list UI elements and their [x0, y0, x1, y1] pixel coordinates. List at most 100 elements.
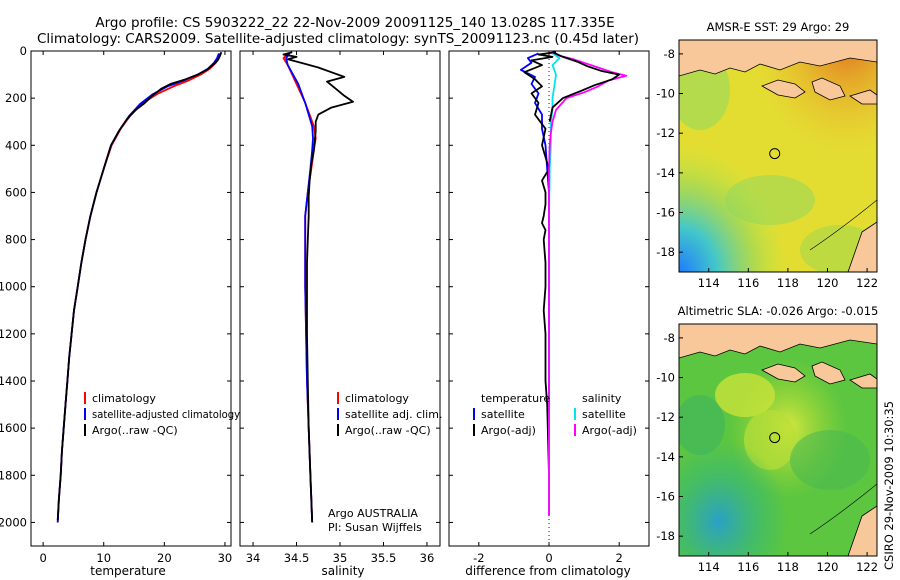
x-tick-label: 2 [616, 551, 623, 565]
y-tick-label: 1800 [0, 468, 27, 482]
sla-map-field [679, 324, 877, 556]
map-y-tick-label: -10 [656, 371, 675, 385]
sst-island-1 [761, 79, 806, 99]
sst-coast-java [679, 40, 877, 77]
salinity-legend: climatology satellite adj. clim. Argo(..… [337, 392, 442, 437]
temperature-xlabel: temperature [90, 564, 165, 578]
map-x-tick-label: 118 [777, 276, 799, 290]
series-line-argo [56, 51, 223, 521]
map-y-tick-label: -12 [656, 410, 675, 424]
sla-island-2 [811, 361, 846, 385]
map-y-tick-label: -16 [656, 490, 675, 504]
map-y-tick-label: -8 [664, 47, 675, 61]
map-y-tick-label: -18 [656, 529, 675, 543]
x-tick-label: 34.5 [284, 551, 310, 565]
series-line-salinity-argo-black [548, 51, 621, 122]
map-y-tick-label: -12 [656, 126, 675, 140]
sst-map-frame [678, 39, 878, 273]
y-tick-label: 2000 [0, 515, 27, 529]
sst-map-title: AMSR-E SST: 29 Argo: 29 [707, 20, 850, 34]
x-tick-label: 36 [420, 551, 435, 565]
sla-map-frame [678, 323, 878, 557]
legend-satellite-label: satellite adj. clim. [345, 408, 442, 421]
map-y-tick-label: -14 [656, 450, 675, 464]
y-tick-label: 200 [5, 91, 27, 105]
sla-coast-australia [847, 505, 877, 556]
x-tick-label: 0 [39, 551, 46, 565]
header-line-2: Climatology: CARS2009. Satellite-adjuste… [37, 31, 639, 47]
y-tick-label: 1400 [0, 374, 27, 388]
difference-legend-salinity: salinity satellite Argo(-adj) [574, 392, 637, 437]
difference-xlabel: difference from climatology [465, 564, 631, 578]
x-tick-label: 20 [157, 551, 172, 565]
sst-bathymetry-line [809, 199, 877, 251]
float-owner-label: Argo AUSTRALIA [328, 507, 418, 520]
float-pi-label: PI: Susan Wijffels [328, 521, 422, 534]
legend-sal-argo-label: Argo(-adj) [582, 424, 637, 437]
map-y-tick-label: -14 [656, 166, 675, 180]
x-tick-label: 35 [333, 551, 348, 565]
x-tick-label: 10 [96, 551, 111, 565]
y-tick-label: 1200 [0, 327, 27, 341]
legend-climatology-label: climatology [92, 392, 156, 405]
sla-argo-float-marker [769, 432, 781, 444]
x-tick-label: 0 [545, 551, 552, 565]
map-x-tick-label: 116 [737, 276, 759, 290]
map-y-tick-label: -8 [664, 331, 675, 345]
sst-island-3 [849, 89, 877, 105]
x-tick-label: 30 [218, 551, 233, 565]
sla-island-3 [849, 373, 877, 389]
salinity-axes-frame [239, 50, 441, 547]
legend-salinity-title: salinity [582, 392, 622, 405]
map-x-tick-label: 114 [698, 276, 720, 290]
legend-argo-label: Argo(..raw -QC) [92, 424, 178, 437]
map-y-tick-label: -18 [656, 245, 675, 259]
legend-temperature-title: temperature [481, 392, 550, 405]
map-x-tick-label: 114 [698, 560, 720, 574]
legend-argo-label: Argo(..raw -QC) [345, 424, 431, 437]
map-x-tick-label: 122 [856, 276, 878, 290]
y-tick-label: 600 [5, 185, 27, 199]
y-tick-label: 0 [20, 44, 27, 58]
map-x-tick-label: 120 [817, 276, 839, 290]
temperature-panel: 0 200 400 600 800 1000 1200 1400 1600 1800 2000 0 1… [0, 44, 240, 578]
sla-map-panel: Altimetric SLA: -0.026 Argo: -0.015 114 1… [656, 304, 878, 574]
y-tick-label: 400 [5, 138, 27, 152]
difference-legend-temperature: temperature satellite Argo(-adj) [473, 392, 550, 437]
legend-temp-argo-label: Argo(-adj) [481, 424, 536, 437]
y-tick-label: 1000 [0, 280, 27, 294]
sst-map-panel: AMSR-E SST: 29 Argo: 29 114 116 118 120 122 -… [656, 20, 878, 290]
header-line-1: Argo profile: CS 5903222_22 22-Nov-2009 … [95, 15, 614, 31]
map-x-tick-label: 118 [777, 560, 799, 574]
map-x-tick-label: 120 [817, 560, 839, 574]
series-line-argo [282, 51, 354, 523]
sla-bathymetry-line [809, 483, 877, 535]
y-tick-label: 800 [5, 233, 27, 247]
series-line-salinity-argo [548, 51, 628, 516]
legend-climatology-label: climatology [345, 392, 409, 405]
map-x-tick-label: 122 [856, 560, 878, 574]
x-tick-label: 35.5 [371, 551, 397, 565]
map-y-tick-label: -10 [656, 87, 675, 101]
map-y-tick-label: -16 [656, 206, 675, 220]
sla-coast-java [679, 324, 877, 359]
salinity-panel: 34 34.5 35 35.5 36 salinity climatology sate… [239, 50, 442, 578]
legend-satellite-label: satellite-adjusted climatology [92, 408, 240, 421]
legend-temp-satellite-label: satellite [481, 408, 525, 421]
series-line-temperature-argo [523, 51, 557, 516]
y-tick-label: 1600 [0, 421, 27, 435]
map-x-tick-label: 116 [737, 560, 759, 574]
sla-island-1 [761, 363, 806, 383]
temperature-legend: climatology satellite-adjusted climatolo… [84, 392, 240, 437]
sst-argo-float-marker [769, 148, 781, 160]
side-timestamp: CSIRO 29-Nov-2009 10:30:35 [882, 401, 896, 570]
sst-coast-australia [847, 221, 877, 272]
sst-map-field [679, 40, 877, 272]
x-tick-label: 34 [246, 551, 261, 565]
difference-panel: -2 0 2 difference from climatology tempera… [448, 50, 650, 578]
temperature-axes-frame [30, 50, 232, 547]
sst-island-2 [811, 77, 846, 101]
legend-sal-satellite-label: satellite [582, 408, 626, 421]
sla-map-title: Altimetric SLA: -0.026 Argo: -0.015 [678, 304, 879, 318]
